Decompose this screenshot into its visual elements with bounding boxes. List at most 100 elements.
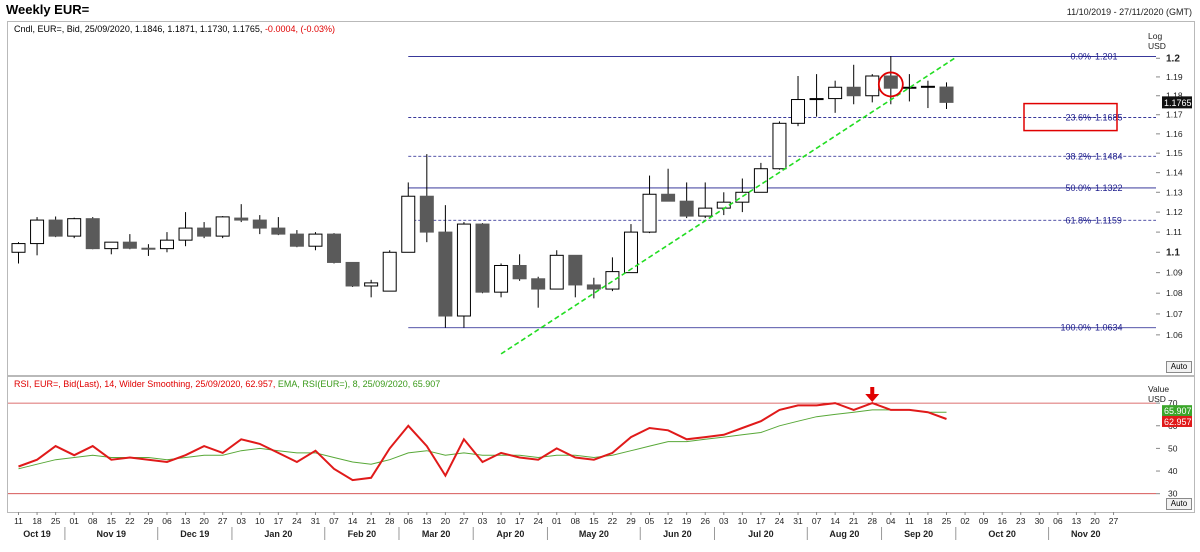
day-tick-label: 31 (793, 516, 803, 526)
day-tick-label: 10 (496, 516, 506, 526)
candle-down (568, 254, 583, 286)
rsi-tick-label: 70 (1168, 398, 1178, 408)
month-label: May 20 (579, 529, 609, 539)
candle-down (48, 219, 63, 237)
day-tick-label: 12 (663, 516, 673, 526)
day-tick-label: 21 (366, 516, 376, 526)
day-tick-label: 28 (868, 516, 878, 526)
month-label: Jan 20 (264, 529, 292, 539)
candle-up (698, 207, 713, 217)
day-tick-label: 02 (960, 516, 970, 526)
day-tick-label: 23 (1016, 516, 1026, 526)
day-tick-label: 22 (125, 516, 135, 526)
day-tick-label: 19 (682, 516, 692, 526)
date-range: 11/10/2019 - 27/11/2020 (GMT) (1066, 7, 1192, 17)
fib-value-label: 1.1685 (1095, 113, 1123, 123)
candle-up (494, 264, 509, 293)
rsi-tick-label: 40 (1168, 466, 1178, 476)
candle-up (809, 98, 824, 101)
price-pane[interactable]: 1.06 1.07 1.08 1.09 1.1 1.11 1.12 1.13 1.14 1.15 1… (7, 21, 1195, 376)
fib-level-label: 100.0% (1060, 323, 1091, 333)
day-tick-label: 29 (144, 516, 154, 526)
candle-down (531, 278, 546, 290)
candle-up (456, 223, 471, 317)
day-tick-label: 17 (515, 516, 525, 526)
fib-level-label: 0.0% (1070, 51, 1091, 61)
price-chart: 1.06 1.07 1.08 1.09 1.1 1.11 1.12 1.13 1.14 1.15 1… (11, 51, 1192, 355)
price-legend-text: Cndl, EUR=, Bid, 25/09/2020, 1.1846, 1.1… (14, 24, 265, 34)
day-tick-label: 10 (738, 516, 748, 526)
candle-down (327, 233, 342, 263)
candle-up (30, 219, 45, 245)
month-label: Dec 19 (180, 529, 209, 539)
day-tick-label: 18 (32, 516, 42, 526)
candle-up (642, 193, 657, 233)
candle-up (549, 254, 564, 290)
day-tick-label: 15 (589, 516, 599, 526)
candle-down (438, 231, 453, 317)
rsi-auto-scale-button[interactable]: Auto (1166, 498, 1192, 510)
day-tick-label: 27 (218, 516, 228, 526)
candle-up (11, 243, 26, 253)
day-tick-label: 30 (1035, 516, 1045, 526)
candle-down (345, 261, 360, 287)
highlight-box (1023, 102, 1118, 132)
price-tick-label: 1.2 (1166, 53, 1180, 64)
candle-up (716, 201, 731, 209)
candle-down (475, 223, 490, 293)
fib-value-label: 1.1484 (1095, 151, 1123, 161)
last-price-label: 1.1765 (1164, 98, 1192, 108)
candle-up (772, 122, 787, 170)
day-tick-label: 03 (719, 516, 729, 526)
month-label: Oct 20 (988, 529, 1016, 539)
candle-up (605, 271, 620, 290)
candle-down (141, 247, 156, 250)
candle-up (67, 218, 82, 237)
price-tick-label: 1.14 (1166, 168, 1183, 178)
month-label: Jul 20 (748, 529, 774, 539)
day-tick-label: 20 (199, 516, 209, 526)
candle-up (902, 86, 917, 89)
day-tick-label: 08 (88, 516, 98, 526)
candle-up (215, 216, 230, 237)
day-tick-label: 20 (441, 516, 451, 526)
candle-up (104, 241, 119, 250)
month-label: Mar 20 (422, 529, 451, 539)
price-legend: Cndl, EUR=, Bid, 25/09/2020, 1.1846, 1.1… (14, 24, 335, 34)
price-auto-scale-button[interactable]: Auto (1166, 361, 1192, 373)
day-tick-label: 25 (942, 516, 952, 526)
month-label: Nov 19 (97, 529, 127, 539)
candle-down (234, 217, 249, 221)
day-tick-label: 10 (255, 516, 265, 526)
price-tick-label: 1.07 (1166, 309, 1183, 319)
rsi-axis-currency-label: USD (1148, 394, 1166, 404)
day-tick-label: 13 (1072, 516, 1082, 526)
ema-value-tag (1162, 405, 1192, 417)
fib-level-label: 23.6% (1065, 113, 1091, 123)
day-tick-label: 06 (162, 516, 172, 526)
candle-up (865, 75, 880, 97)
candle-down (679, 200, 694, 217)
day-tick-label: 01 (69, 516, 79, 526)
ema-value-label: 65.907 (1164, 406, 1192, 416)
day-tick-label: 25 (51, 516, 61, 526)
price-tick-label: 1.17 (1166, 110, 1183, 120)
chart-title: Weekly EUR= (6, 2, 90, 17)
uptrend-line (500, 57, 955, 355)
candle-up (828, 86, 843, 100)
month-label: Feb 20 (348, 529, 377, 539)
day-tick-label: 27 (459, 516, 469, 526)
day-tick-label: 05 (645, 516, 655, 526)
candle-down (846, 86, 861, 97)
price-axis-header: Log USD (1148, 31, 1188, 51)
candle-down (512, 264, 527, 280)
candle-down (122, 241, 137, 249)
candle-up (623, 231, 638, 274)
fib-value-label: 1.0634 (1095, 323, 1123, 333)
price-tick-label: 1.19 (1166, 72, 1183, 82)
candle-down (271, 227, 286, 235)
candle-up (753, 168, 768, 193)
day-tick-label: 13 (181, 516, 191, 526)
